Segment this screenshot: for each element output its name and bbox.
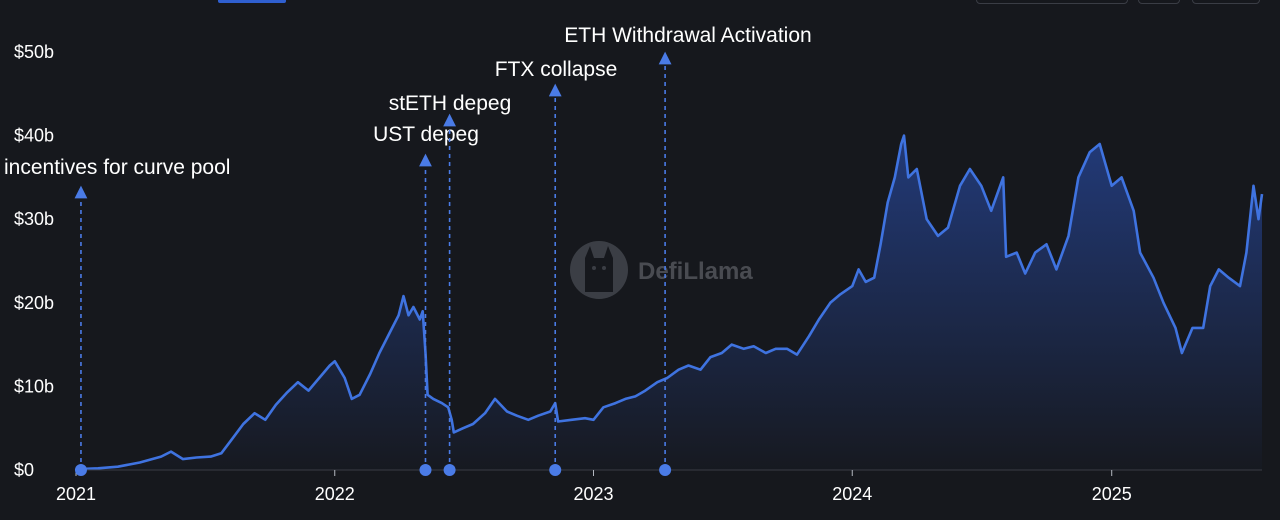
annotation-marker[interactable] [659,464,672,476]
annotation-marker[interactable] [549,464,562,476]
annotation-label: stETH depeg [389,92,512,115]
annotation-marker[interactable] [419,464,432,476]
toolbar-button[interactable] [1192,0,1260,4]
y-tick-label: $0 [14,460,34,480]
annotation-label: UST depeg [373,123,479,146]
annotation-marker[interactable] [74,464,87,476]
x-tick-label: 2024 [832,484,872,504]
x-tick-label: 2025 [1092,484,1132,504]
llama-logo-icon [570,241,628,299]
toolbar-button[interactable] [976,0,1128,4]
x-tick-label: 2022 [315,484,355,504]
x-tick-label: 2021 [56,484,96,504]
toolbar-button[interactable] [1138,0,1180,4]
annotations: incentives for curve pool UST depeg stETH … [4,24,812,476]
active-tab-indicator[interactable] [218,0,286,3]
y-tick-label: $40b [14,126,54,146]
series-area-fill [76,135,1262,470]
annotation-label: incentives for curve pool [4,156,230,179]
annotation-label: FTX collapse [495,58,618,81]
watermark: DefiLlama [570,241,753,299]
y-axis: $0 $10b $20b $30b $40b $50b [14,42,54,480]
y-tick-label: $30b [14,209,54,229]
y-tick-label: $50b [14,42,54,62]
annotation-label: ETH Withdrawal Activation [564,24,811,47]
annotation-marker[interactable] [443,464,456,476]
y-tick-label: $20b [14,293,54,313]
watermark-text: DefiLlama [638,258,753,285]
x-tick-label: 2023 [573,484,613,504]
x-axis: 2021 2022 2023 2024 2025 [56,469,1262,504]
series-line [75,134,1264,471]
y-tick-label: $10b [14,376,54,396]
